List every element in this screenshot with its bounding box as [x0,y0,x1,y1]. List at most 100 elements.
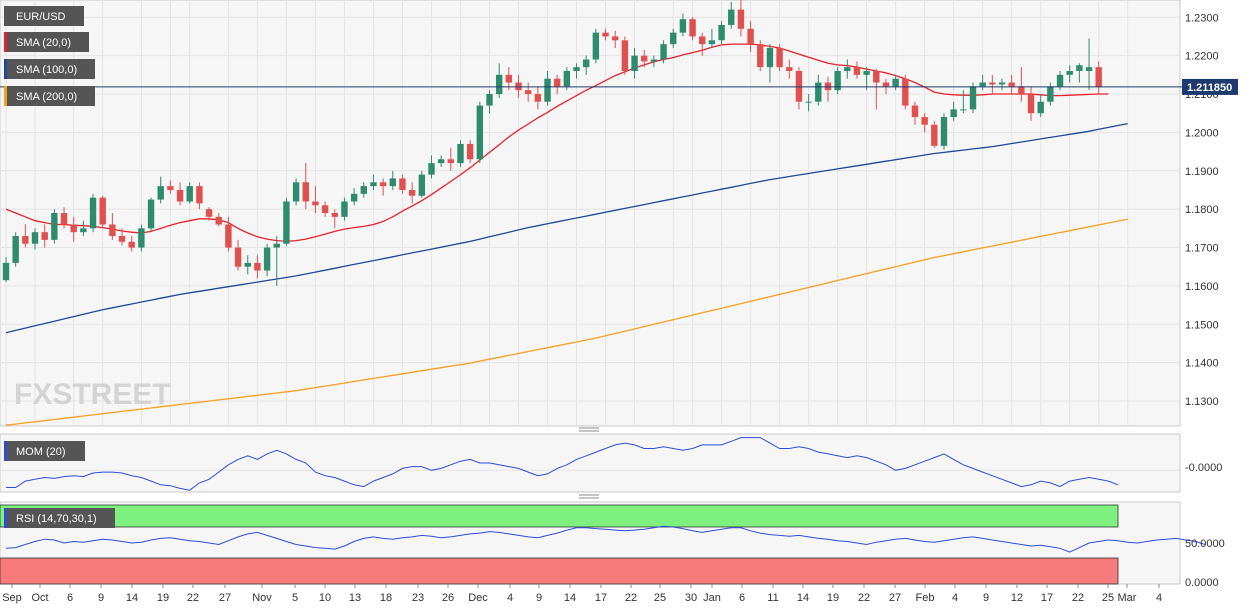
candle-body [263,247,271,271]
panel-resize-handle-1[interactable] [579,427,599,432]
date-tick-label: 22 [1072,592,1084,604]
candle-body [418,174,426,196]
candle-body [1076,65,1083,71]
mom-polyline [6,437,1119,491]
candle [302,163,309,210]
candle-body [244,262,251,267]
candle-body [1018,86,1025,95]
candle-body [437,159,445,164]
mom-badge[interactable]: MOM (20) [4,441,85,461]
date-tick-label: 19 [827,592,839,604]
candle [1066,65,1073,83]
candle-body [1066,71,1073,75]
candle [882,78,890,95]
candle-body [389,178,396,187]
date-tick-label: Feb [916,592,935,604]
candle [853,61,861,79]
candle [273,236,280,286]
candle-body [631,55,638,71]
candle [2,257,10,283]
candle-body [370,182,377,187]
candle [834,67,841,95]
sma-100-label-bg [4,59,95,79]
candle [873,69,880,110]
rsi-badge-text: RSI (14,70,30,1) [16,513,97,525]
candle-body [41,232,48,240]
candle-body [486,94,493,106]
date-axis: Sep Oct 6 9 14 19 22 27 Nov 5 10 13 18 23 26 Dec 4 9 14 17 2… [2,584,1162,604]
candle-body [476,105,484,160]
candle [863,67,870,91]
sma-100-label[interactable]: SMA (100,0) [4,59,95,79]
date-tick-label: Nov [252,592,272,604]
candle [641,49,648,68]
candle-body [524,90,532,95]
symbol-label[interactable]: EUR/USD [4,6,84,26]
candle-body [341,201,348,217]
candle-body [60,213,68,225]
candle [911,101,919,125]
candle [51,209,58,244]
candle [341,197,348,221]
candle [931,120,938,148]
candle [428,155,435,179]
candle-body [399,178,406,190]
candle-body [931,124,938,146]
panel-resize-handle-2[interactable] [579,494,599,499]
rsi-badge[interactable]: RSI (14,70,30,1) [4,508,115,528]
candle-body [824,82,832,91]
last-price-value: 1.211850 [1187,82,1232,94]
candle [476,101,484,164]
candle-body [186,186,193,202]
indicator-labels: EUR/USD SMA (20,0) SMA (100,0) SMA (200,0) [4,6,95,106]
sma-200-label[interactable]: SMA (200,0) [4,86,95,106]
candle-body [495,74,503,95]
candle-body [911,105,919,118]
price-tick-label: 1.1700 [1185,243,1219,255]
candle [766,44,774,83]
main-panel: 1.23001.22001.21001.20001.19001.18001.17… [0,0,1238,427]
price-tick-label: 1.2200 [1185,51,1219,63]
candle-body [747,28,754,45]
candle-body [534,94,542,102]
sma-20-label[interactable]: SMA (20,0) [4,32,89,52]
date-tick-label: 27 [219,592,231,604]
candle [950,101,957,121]
candle [321,201,329,217]
sma-200-line [5,218,1128,426]
candle [60,207,68,229]
candle [350,188,358,206]
candle [699,32,706,56]
candle [128,236,135,252]
candle-body [205,209,213,217]
candle [553,74,561,95]
candle [621,36,629,75]
candle [447,147,455,171]
mom-badge-bg [4,441,85,461]
candle [747,21,754,52]
candle [979,74,986,91]
candle [844,59,851,79]
candle [167,180,174,194]
candle [786,59,793,79]
candle [379,178,387,196]
date-tick-label: 14 [126,592,138,604]
candle-body [292,182,300,202]
candle-body [379,182,387,187]
candle-body [157,186,164,200]
candle [389,170,396,190]
candle [544,71,551,106]
candle [815,74,822,106]
candle-body [979,82,986,87]
candle [1018,67,1025,102]
candle [940,113,948,150]
candle [80,220,87,237]
candle [418,170,426,198]
price-tick-label: 1.2300 [1185,12,1219,24]
candle [524,82,532,102]
watermark-text: FXSTREET [14,378,171,411]
date-tick-label: 4 [507,592,513,604]
last-price-line: 1.211850 [0,78,1238,95]
candle-body [515,82,522,91]
